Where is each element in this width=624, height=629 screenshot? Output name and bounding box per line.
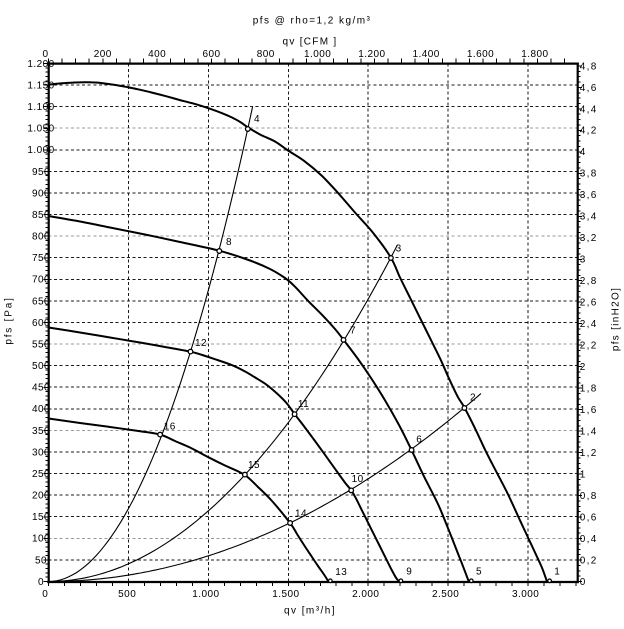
svg-text:4,2: 4,2 (580, 126, 598, 137)
svg-text:800: 800 (32, 232, 50, 243)
svg-text:2,6: 2,6 (580, 298, 598, 309)
svg-text:1.000: 1.000 (27, 145, 54, 156)
svg-text:650: 650 (32, 296, 50, 307)
svg-text:3,6: 3,6 (580, 190, 598, 201)
svg-text:1.800: 1.800 (521, 49, 548, 60)
svg-text:1.600: 1.600 (467, 49, 494, 60)
svg-text:3,4: 3,4 (580, 212, 598, 223)
svg-text:14: 14 (295, 508, 307, 519)
svg-text:0: 0 (42, 589, 48, 600)
svg-text:11: 11 (298, 399, 309, 410)
svg-text:3: 3 (580, 255, 587, 266)
svg-text:1.100: 1.100 (27, 102, 54, 113)
svg-text:5: 5 (476, 567, 482, 578)
svg-text:1.500: 1.500 (272, 589, 299, 600)
svg-text:0: 0 (580, 577, 587, 588)
svg-text:100: 100 (32, 534, 50, 545)
svg-text:2.500: 2.500 (432, 589, 459, 600)
svg-text:200: 200 (94, 49, 112, 60)
svg-text:7: 7 (350, 325, 356, 336)
svg-text:900: 900 (32, 188, 50, 199)
svg-text:pfs [inH2O]: pfs [inH2O] (610, 287, 621, 351)
svg-text:150: 150 (32, 512, 50, 523)
svg-text:1,4: 1,4 (580, 427, 598, 438)
svg-text:0,8: 0,8 (580, 491, 598, 502)
svg-text:1,2: 1,2 (580, 448, 598, 459)
svg-text:2: 2 (580, 362, 587, 373)
svg-text:600: 600 (32, 318, 50, 329)
svg-text:4: 4 (580, 147, 587, 158)
svg-text:0: 0 (38, 577, 44, 588)
svg-text:550: 550 (32, 340, 50, 351)
svg-text:500: 500 (118, 589, 136, 600)
svg-text:pfs @ rho=1,2 kg/m³: pfs @ rho=1,2 kg/m³ (253, 15, 372, 26)
svg-text:850: 850 (32, 210, 50, 221)
svg-text:1.000: 1.000 (304, 49, 331, 60)
svg-text:2: 2 (470, 393, 476, 404)
svg-text:3,8: 3,8 (580, 169, 598, 180)
svg-text:450: 450 (32, 383, 50, 394)
svg-text:4,8: 4,8 (580, 61, 598, 72)
svg-text:2,8: 2,8 (580, 276, 598, 287)
svg-text:3,2: 3,2 (580, 233, 598, 244)
svg-text:4,6: 4,6 (580, 83, 598, 94)
svg-text:6: 6 (416, 434, 422, 445)
svg-text:400: 400 (148, 49, 166, 60)
svg-text:300: 300 (32, 447, 50, 458)
svg-text:0,4: 0,4 (580, 534, 598, 545)
svg-text:400: 400 (32, 404, 50, 415)
svg-text:1.000: 1.000 (192, 589, 219, 600)
svg-text:350: 350 (32, 426, 50, 437)
svg-text:700: 700 (32, 275, 50, 286)
svg-text:9: 9 (406, 566, 412, 577)
svg-text:0: 0 (42, 49, 48, 60)
svg-text:600: 600 (202, 49, 220, 60)
svg-text:1: 1 (580, 470, 587, 481)
svg-text:16: 16 (164, 421, 176, 432)
svg-text:1.400: 1.400 (413, 49, 440, 60)
svg-text:10: 10 (352, 474, 364, 485)
svg-text:13: 13 (335, 567, 347, 578)
svg-text:3.000: 3.000 (512, 589, 539, 600)
svg-text:1.050: 1.050 (27, 124, 54, 135)
svg-text:pfs [Pa]: pfs [Pa] (3, 296, 14, 344)
svg-text:1.200: 1.200 (358, 49, 385, 60)
svg-text:1.150: 1.150 (27, 81, 54, 92)
svg-text:2.000: 2.000 (352, 589, 379, 600)
svg-text:1,6: 1,6 (580, 405, 598, 416)
svg-text:200: 200 (32, 491, 50, 502)
svg-text:3: 3 (396, 244, 402, 255)
svg-text:0,2: 0,2 (580, 555, 598, 566)
svg-text:4: 4 (254, 114, 260, 125)
svg-text:8: 8 (226, 237, 232, 248)
svg-text:4,4: 4,4 (580, 104, 598, 115)
svg-text:0,6: 0,6 (580, 512, 598, 523)
svg-text:750: 750 (32, 253, 50, 264)
svg-text:950: 950 (32, 167, 50, 178)
svg-text:250: 250 (32, 469, 50, 480)
svg-text:2,2: 2,2 (580, 341, 598, 352)
svg-text:50: 50 (35, 555, 47, 566)
svg-text:2,4: 2,4 (580, 319, 598, 330)
svg-text:800: 800 (257, 49, 275, 60)
svg-text:1,8: 1,8 (580, 384, 598, 395)
svg-text:qv [CFM ]: qv [CFM ] (282, 36, 337, 47)
svg-text:1: 1 (554, 567, 560, 578)
svg-text:15: 15 (248, 460, 260, 471)
svg-text:500: 500 (32, 361, 50, 372)
svg-text:qv [m³/h]: qv [m³/h] (284, 606, 336, 617)
svg-text:12: 12 (195, 338, 207, 349)
svg-text:1.200: 1.200 (27, 59, 54, 70)
